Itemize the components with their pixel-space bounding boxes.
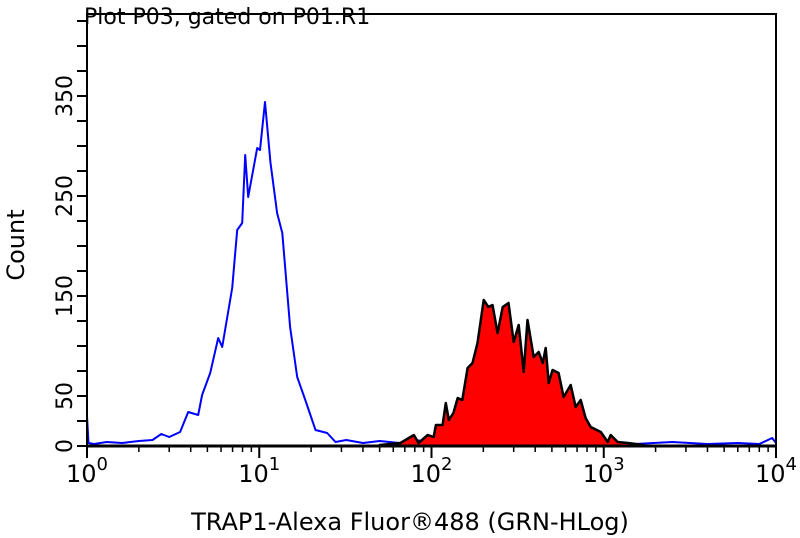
- y-tick-label: 350: [53, 75, 78, 117]
- x-tick-label: 102: [411, 454, 453, 488]
- x-tick-label: 104: [755, 454, 797, 488]
- x-tick-label: 101: [238, 454, 280, 488]
- y-tick-label: 0: [53, 439, 78, 453]
- axes-layer: 0 50 150 250 350 100 101 102 103 104: [53, 20, 797, 488]
- x-axis-label: TRAP1-Alexa Fluor®488 (GRN-HLog): [190, 508, 629, 536]
- y-tick-label: 50: [53, 382, 78, 410]
- chart-title: Plot P03, gated on P01.R1: [84, 5, 370, 30]
- x-tick-label: 100: [66, 454, 108, 488]
- line-histogram-series: [86, 101, 777, 445]
- filled-histogram-series: [378, 298, 645, 448]
- x-tick-label: 103: [583, 454, 625, 488]
- plot-frame: [86, 13, 777, 447]
- series-layer: [86, 101, 777, 448]
- y-tick-label: 250: [53, 175, 78, 217]
- y-axis-label: Count: [2, 209, 30, 280]
- y-tick-label: 150: [53, 275, 78, 317]
